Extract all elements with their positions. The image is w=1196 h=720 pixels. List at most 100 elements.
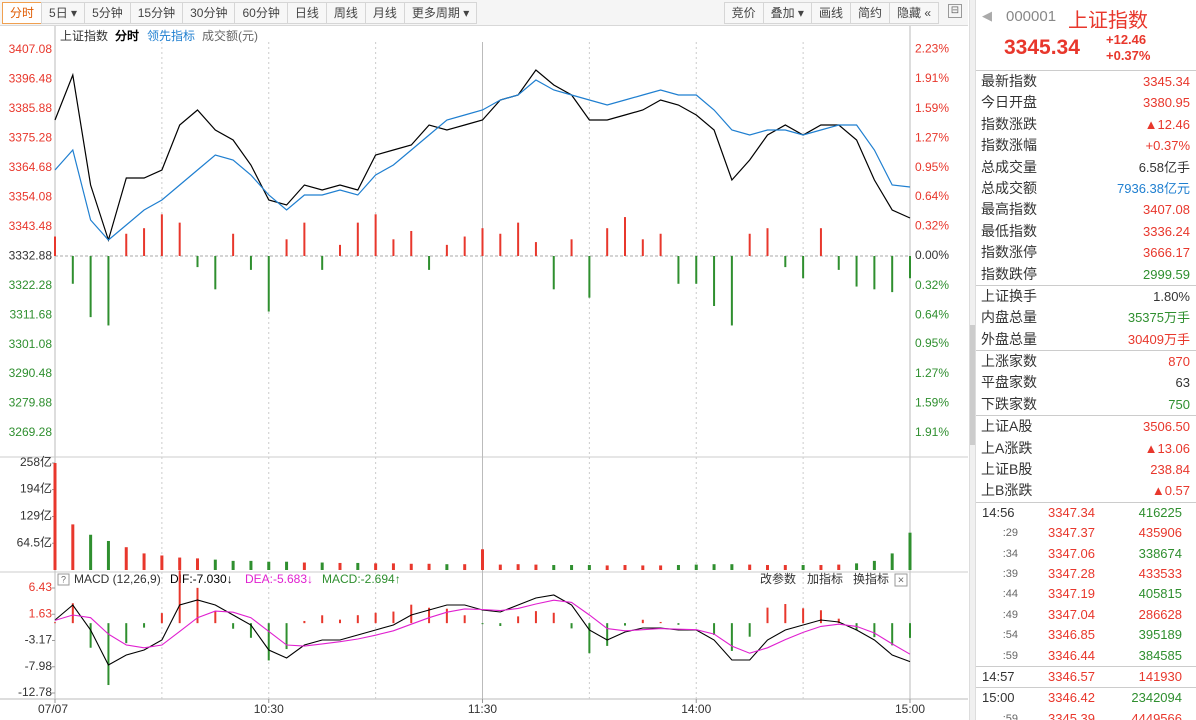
volume-bar (837, 564, 841, 570)
stats-value: 870 (1168, 354, 1190, 370)
toolbar-button[interactable]: 简约 (849, 2, 890, 24)
volume-bar (142, 553, 146, 570)
stats-label: 平盘家数 (981, 374, 1037, 391)
breadth-bar (748, 233, 751, 256)
y-tick-label: 3279.88 (9, 396, 53, 410)
trade-price: 3345.39 (1048, 710, 1095, 720)
macd-bar (54, 622, 56, 624)
layout-icon[interactable]: ⊟ (948, 4, 962, 18)
stats-value: 3666.17 (1143, 245, 1190, 261)
volume-bar (53, 463, 57, 570)
y-tick-label: 3322.28 (9, 278, 53, 292)
macd-bar (624, 623, 626, 626)
trade-time: 14:57 (982, 668, 1015, 684)
macd-legend: DIF:-7.030↓ (170, 572, 233, 586)
volume-bar (872, 560, 876, 570)
volume-bar (285, 561, 289, 570)
trade-volume: 395189 (1138, 627, 1182, 643)
volume-bar (516, 564, 520, 570)
breadth-bar (517, 222, 520, 256)
stats-value: 7936.38亿元 (1117, 180, 1190, 196)
quote-header: ◀ 000001 上证指数 3345.34 +12.46 +0.37% (976, 0, 1196, 71)
breadth-bar (802, 255, 805, 279)
toolbar-button[interactable]: 5分钟 (84, 2, 131, 24)
toolbar-button[interactable]: 月线 (364, 2, 405, 24)
macd-action[interactable]: 改参数 (760, 571, 796, 586)
x-tick-label: 11:30 (468, 702, 497, 716)
help-icon[interactable] (57, 573, 70, 586)
macd-bar (321, 615, 324, 624)
breadth-bar (624, 217, 626, 256)
legend-item: 领先指标 (147, 28, 195, 43)
macd-bar (641, 619, 644, 624)
volume-bar (623, 565, 627, 570)
trade-time: :59 (1002, 712, 1018, 720)
y-tick-label: 3354.08 (9, 189, 53, 203)
y2-tick-label: 1.27% (915, 366, 949, 380)
stats-value: ▲0.57 (1151, 483, 1190, 499)
stats-value: +0.37% (1145, 138, 1190, 154)
stats: 最新指数 3345.34 今日开盘 3380.95 指数涨跌 ▲12.46 指数涨幅 +0.3… (976, 71, 1196, 503)
volume-bar (908, 532, 912, 570)
stats-row: 总成交量 6.58亿手 (976, 157, 1196, 178)
stock-name: 上证指数 (1068, 10, 1148, 32)
y-tick-label: 3343.48 (9, 219, 53, 233)
close-icon[interactable] (894, 573, 908, 587)
toolbar-button[interactable]: 30分钟 (182, 2, 236, 24)
y-tick-label: 1.63 (29, 606, 53, 620)
stats-value: 3407.08 (1143, 202, 1190, 218)
breadth-bar (588, 255, 591, 298)
toolbar-button[interactable]: 画线 (810, 2, 851, 24)
stats-label: 内盘总量 (981, 309, 1037, 326)
toolbar-button[interactable]: 隐藏 « (888, 2, 939, 24)
stats-row: 内盘总量 35375万手 (976, 307, 1196, 328)
x-tick-label: 14:00 (681, 702, 711, 716)
toolbar-button[interactable]: 分时 (2, 2, 43, 24)
volume-bar (231, 560, 235, 570)
stats-value: 63 (1175, 375, 1190, 391)
toolbar-button[interactable]: 更多周期 ▾ (403, 2, 478, 24)
stats-value: ▲12.46 (1144, 116, 1190, 132)
breadth-bar (819, 228, 822, 256)
price-line (54, 69, 911, 243)
volume-bar (160, 555, 164, 570)
toolbar-button[interactable]: 5日 ▾ (41, 2, 86, 24)
splitter-handle[interactable] (970, 325, 975, 445)
trade-time: 15:00 (982, 690, 1015, 706)
macd-action[interactable]: 换指标 (853, 571, 889, 586)
splitter[interactable] (969, 0, 976, 720)
breadth-bar (232, 233, 235, 256)
stats-value: 3506.50 (1143, 419, 1190, 435)
breadth-bar (481, 228, 484, 256)
stats-label: 下跌家数 (981, 395, 1037, 412)
stats-value: ▲13.06 (1144, 440, 1190, 456)
prev-arrow[interactable]: ◀ (982, 8, 992, 23)
macd-bar (677, 623, 680, 625)
trade-row: :34 3347.06 338674 (976, 544, 1196, 564)
volume-bar (124, 547, 128, 570)
macd-bar (196, 587, 199, 624)
stats-row: 外盘总量 30409万手 (976, 329, 1196, 350)
volume-bar (267, 561, 271, 570)
breadth-bar (356, 222, 359, 256)
toolbar-button[interactable]: 日线 (286, 2, 327, 24)
y-tick-label: -7.98 (25, 659, 53, 673)
macd-bar (428, 607, 431, 624)
toolbar-button[interactable]: 周线 (325, 2, 366, 24)
volume-bar (178, 557, 182, 570)
y-tick-label: -12.78 (18, 685, 52, 699)
volume-bar (213, 559, 217, 570)
toolbar-button[interactable]: 60分钟 (234, 2, 288, 24)
volume-bar (409, 563, 413, 570)
toolbar-button[interactable]: 竞价 (723, 2, 764, 24)
trade-row: :29 3347.37 435906 (976, 523, 1196, 543)
help-icon-glyph: ? (61, 574, 66, 584)
y2-tick-label: 1.59% (915, 101, 949, 115)
macd-action[interactable]: 加指标 (807, 571, 843, 586)
price-change: +12.46 (1106, 32, 1147, 47)
breadth-bar (196, 255, 199, 268)
macd-bar (267, 623, 270, 661)
toolbar-button[interactable]: 叠加 ▾ (762, 2, 812, 24)
breadth-bar (445, 244, 448, 256)
toolbar-button[interactable]: 15分钟 (129, 2, 184, 24)
